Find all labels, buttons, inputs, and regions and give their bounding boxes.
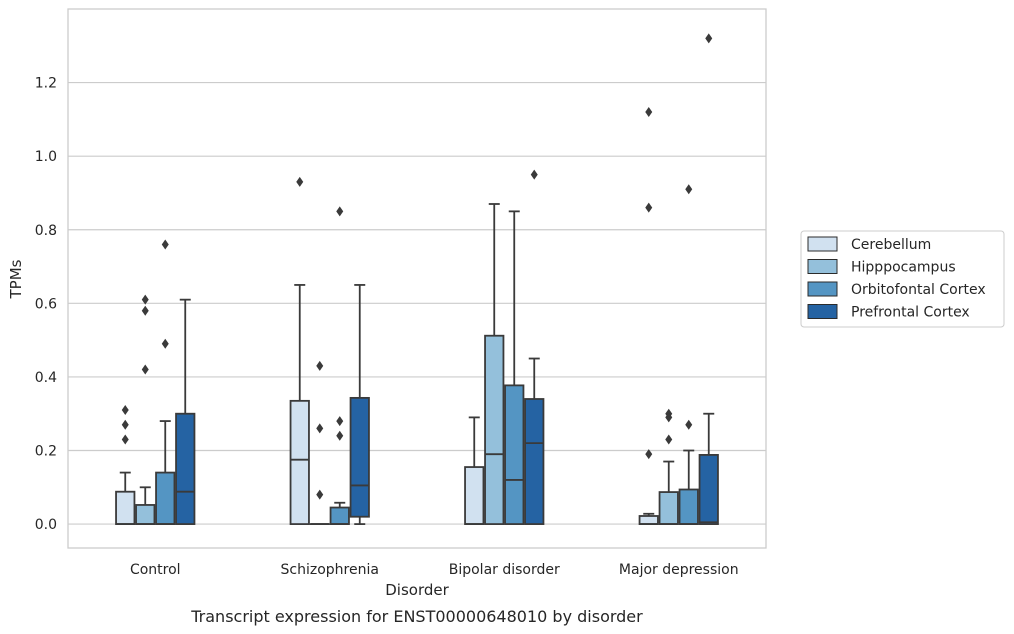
outlier-point xyxy=(336,430,344,441)
outlier-point xyxy=(141,305,149,316)
outlier-point xyxy=(705,33,713,44)
x-tick-label: Schizophrenia xyxy=(281,562,379,578)
box-0-1 xyxy=(135,294,156,525)
box-2-1 xyxy=(484,203,505,525)
legend-swatch xyxy=(807,259,838,274)
outlier-point xyxy=(645,449,653,460)
outlier-point xyxy=(316,423,324,434)
box-body xyxy=(484,334,505,525)
outlier-point xyxy=(685,419,693,430)
chart-caption: Transcript expression for ENST0000064801… xyxy=(190,607,643,626)
y-axis-label: TPMs xyxy=(7,259,25,299)
x-tick-labels: Control Schizophrenia Bipolar disorder Majo… xyxy=(130,562,739,578)
box-body xyxy=(524,398,545,525)
outlier-point xyxy=(161,239,169,250)
legend-swatch xyxy=(807,236,838,252)
box-1-2 xyxy=(329,206,350,525)
box-1-0 xyxy=(289,176,310,525)
box-0-0 xyxy=(115,405,136,525)
box-body xyxy=(464,466,485,525)
legend-swatch xyxy=(807,281,838,297)
box-body xyxy=(349,396,370,518)
box-0-2 xyxy=(155,239,176,525)
box-body xyxy=(135,504,156,525)
outlier-point xyxy=(645,107,653,118)
box-2-3 xyxy=(524,169,545,525)
outlier-point xyxy=(296,176,304,187)
x-tick-label: Bipolar disorder xyxy=(449,562,560,578)
plot-area-frame xyxy=(67,8,767,549)
x-axis-label: Disorder xyxy=(385,581,449,599)
legend: Cerebellum Hipppocampus Orbitofontal Corte… xyxy=(800,230,1005,328)
outlier-point xyxy=(316,360,324,371)
y-tick-label: 0.8 xyxy=(35,223,57,239)
box-1-1 xyxy=(309,360,330,525)
box-3-2 xyxy=(678,184,699,525)
legend-label: Hipppocampus xyxy=(851,260,956,276)
box-body xyxy=(115,490,136,525)
box-2-2 xyxy=(504,210,525,525)
outlier-point xyxy=(141,364,149,375)
y-tick-labels: 0.0 0.2 0.4 0.6 0.8 1.0 1.2 xyxy=(35,76,57,534)
outlier-point xyxy=(336,416,344,427)
outlier-point xyxy=(161,338,169,349)
legend-swatch xyxy=(807,304,838,319)
outlier-point xyxy=(665,434,673,445)
box-body xyxy=(289,399,310,525)
box-2-0 xyxy=(464,416,485,525)
y-tick-label: 0.2 xyxy=(35,444,57,460)
legend-frame xyxy=(800,230,1005,328)
box-1-3 xyxy=(349,284,370,525)
outlier-point xyxy=(121,405,129,416)
x-tick-label: Major depression xyxy=(619,562,739,578)
box-body xyxy=(658,491,679,525)
outlier-point xyxy=(665,408,673,419)
outlier-point xyxy=(530,169,538,180)
gridlines xyxy=(68,81,766,525)
legend-label: Prefrontal Cortex xyxy=(851,305,970,321)
y-tick-label: 1.0 xyxy=(35,149,57,165)
x-tick-label: Control xyxy=(130,562,181,578)
box-3-3 xyxy=(698,33,719,525)
box-body xyxy=(638,515,659,525)
outlier-point xyxy=(141,294,149,305)
legend-label: Orbitofontal Cortex xyxy=(851,282,986,298)
box-body xyxy=(175,412,196,525)
box-body xyxy=(698,454,719,525)
y-tick-label: 0.0 xyxy=(35,517,57,533)
outlier-point xyxy=(685,184,693,195)
y-tick-label: 0.4 xyxy=(35,370,57,386)
outlier-point xyxy=(336,206,344,217)
outlier-point xyxy=(316,489,324,500)
legend-label: Cerebellum xyxy=(851,237,931,253)
box-0-3 xyxy=(175,298,196,525)
boxes xyxy=(115,33,719,525)
outlier-point xyxy=(645,202,653,213)
y-tick-label: 0.6 xyxy=(35,296,57,312)
y-tick-label: 1.2 xyxy=(35,76,57,92)
box-body xyxy=(329,506,350,525)
box-body xyxy=(155,471,176,525)
outlier-point xyxy=(121,434,129,445)
box-body xyxy=(678,488,699,525)
outlier-point xyxy=(121,419,129,430)
box-body xyxy=(504,384,525,525)
box-3-0 xyxy=(638,107,659,525)
box-3-1 xyxy=(658,408,679,525)
